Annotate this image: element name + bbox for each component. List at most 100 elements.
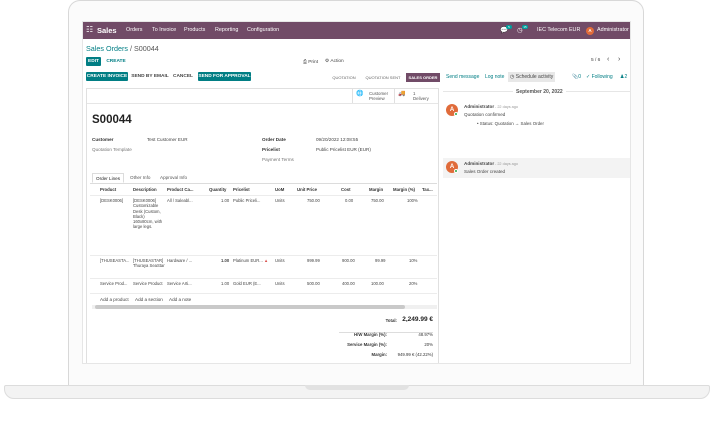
col-margin[interactable]: Margin (369, 187, 384, 192)
row-uom[interactable]: Units (275, 281, 285, 286)
delivery-count: 1 (413, 91, 416, 96)
scrollbar-thumb[interactable] (95, 305, 405, 309)
col-cost[interactable]: Cost (341, 187, 351, 192)
customer-field[interactable]: Test Customer EUR (147, 137, 188, 142)
row-description[interactable]: [DESK0006] Customizable Desk (Custom, Bl… (133, 198, 163, 230)
row-description[interactable]: Service Product (133, 281, 163, 286)
message-author[interactable]: Administrator (464, 104, 495, 109)
row-pricelist[interactable]: Public Priceli... (233, 198, 261, 203)
row-category[interactable]: Service Arti... (167, 281, 192, 286)
row-divider (90, 278, 437, 279)
row-cost[interactable]: 0.00 (345, 198, 354, 203)
add-note-link[interactable]: Add a note (169, 297, 192, 302)
tab-order-lines[interactable]: Order Lines (92, 173, 125, 183)
col-pricelist[interactable]: Pricelist (233, 187, 250, 192)
row-margin: 99.99 (375, 258, 386, 263)
row-product[interactable]: [DESK0006] (100, 198, 124, 203)
delivery-button[interactable]: 🚚 1 Delivery (394, 89, 439, 103)
pager-next-button[interactable]: › (618, 56, 621, 63)
row-uom[interactable]: Units (275, 258, 285, 263)
cancel-button[interactable]: CANCEL (173, 74, 193, 79)
col-uom[interactable]: UoM (275, 187, 285, 192)
menu-products[interactable]: Products (184, 27, 206, 33)
row-product[interactable]: [THUSEASTA... (100, 258, 130, 263)
pricelist-field[interactable]: Public Pricelist EUR (EUR) (316, 147, 371, 152)
row-unit-price[interactable]: 500.00 (307, 281, 320, 286)
schedule-activity-button[interactable]: ◷ Schedule activity (508, 72, 556, 82)
breadcrumb-sales-orders[interactable]: Sales Orders (86, 44, 128, 53)
col-taxes[interactable]: Tax... (422, 187, 433, 192)
tab-other-info[interactable]: Other Info (130, 175, 151, 180)
breadcrumb-separator: / (129, 44, 132, 53)
send-message-button[interactable]: Send message (446, 74, 480, 80)
message-body: Sales Order created (464, 169, 506, 174)
row-description[interactable]: [THUSEASTAR] Thuraya SeaStar (133, 258, 165, 269)
pager-value[interactable]: 5 / 6 (591, 58, 601, 63)
table-horizontal-scrollbar[interactable] (92, 305, 437, 309)
add-product-link[interactable]: Add a product (100, 297, 129, 302)
row-quantity[interactable]: 1.00 (221, 198, 230, 203)
status-sales-order[interactable]: SALES ORDER (406, 73, 440, 82)
message-author[interactable]: Administrator (464, 161, 495, 166)
order-date-field[interactable]: 09/20/2022 12:08:55 (316, 137, 359, 142)
edit-button[interactable]: EDIT (86, 57, 101, 66)
user-menu[interactable]: Administrator (597, 27, 629, 33)
paperclip-icon: 📎 (572, 74, 579, 80)
menu-reporting[interactable]: Reporting (215, 27, 239, 33)
row-cost[interactable]: 400.00 (342, 281, 355, 286)
col-quantity[interactable]: Quantity (209, 187, 227, 192)
app-name[interactable]: Sales (97, 25, 117, 35)
log-note-button[interactable]: Log note (485, 74, 505, 80)
add-section-link[interactable]: Add a section (135, 297, 163, 302)
create-button[interactable]: CREATE (106, 59, 126, 64)
status-quotation-sent[interactable]: QUOTATION SENT (365, 75, 401, 80)
row-uom[interactable]: Units (275, 198, 285, 203)
row-unit-price[interactable]: 999.99 (307, 258, 320, 263)
send-by-email-button[interactable]: SEND BY EMAIL (131, 74, 169, 79)
row-product[interactable]: Service Prod... (100, 281, 128, 286)
menu-configuration[interactable]: Configuration (247, 27, 280, 33)
customer-preview-button[interactable]: 🌐 Customer Preview (352, 89, 394, 103)
apps-menu-icon[interactable]: ☷ (86, 25, 94, 34)
clock-icon[interactable]: ◷ (517, 27, 523, 34)
breadcrumb: Sales Orders / S00044 (86, 44, 159, 53)
row-category[interactable]: All / Saleabl... (167, 198, 193, 203)
col-description[interactable]: Description (133, 187, 157, 192)
menu-to-invoice[interactable]: To Invoice (152, 27, 177, 33)
warehouse-icon[interactable]: ▲ (264, 258, 269, 263)
row-quantity[interactable]: 1.00 (221, 258, 230, 263)
followers-button[interactable]: ♟2 (620, 74, 627, 80)
row-margin: 750.00 (371, 198, 384, 203)
pager-previous-button[interactable]: ‹ (607, 56, 610, 63)
col-product-category[interactable]: Product Ca... (167, 187, 194, 192)
chatter: September 20, 2022 A Administrator - 22 … (443, 84, 630, 363)
gear-icon: ⚙ (325, 59, 330, 64)
attachments-button[interactable]: 📎0 (572, 74, 581, 80)
print-button[interactable]: ⎙ Print (303, 59, 318, 65)
status-quotation[interactable]: QUOTATION (332, 75, 356, 80)
row-pricelist[interactable]: Platinum EUR... (233, 258, 263, 263)
action-button[interactable]: ⚙ Action (325, 59, 344, 64)
customer-label: Customer (92, 137, 114, 142)
row-cost[interactable]: 900.00 (342, 258, 355, 263)
col-unit-price[interactable]: Unit Price (297, 187, 318, 192)
tab-approval-info[interactable]: Approval Info (160, 175, 188, 180)
row-unit-price[interactable]: 750.00 (307, 198, 320, 203)
user-avatar[interactable]: A (586, 26, 594, 35)
menu-orders[interactable]: Orders (126, 27, 143, 33)
send-for-approval-button[interactable]: SEND FOR APPROVAL (198, 72, 251, 81)
row-quantity[interactable]: 1.00 (221, 281, 230, 286)
col-product[interactable]: Product (100, 187, 117, 192)
col-margin-pct[interactable]: Margin (%) (393, 187, 415, 192)
smart-button-divider (87, 103, 438, 104)
user-icon: ♟ (620, 74, 625, 80)
row-category[interactable]: Hardware / ... (167, 258, 193, 263)
activities-badge: 15 (522, 25, 528, 29)
create-invoice-button[interactable]: CREATE INVOICE (86, 72, 128, 81)
row-pricelist[interactable]: Gold EUR (E... (233, 281, 261, 286)
hw-margin-value: 48.97% (418, 332, 433, 337)
company-switcher[interactable]: IEC Telecom EUR (537, 27, 581, 33)
following-button[interactable]: ✓ Following (586, 74, 613, 80)
chat-icon[interactable]: 💬 (500, 27, 509, 34)
